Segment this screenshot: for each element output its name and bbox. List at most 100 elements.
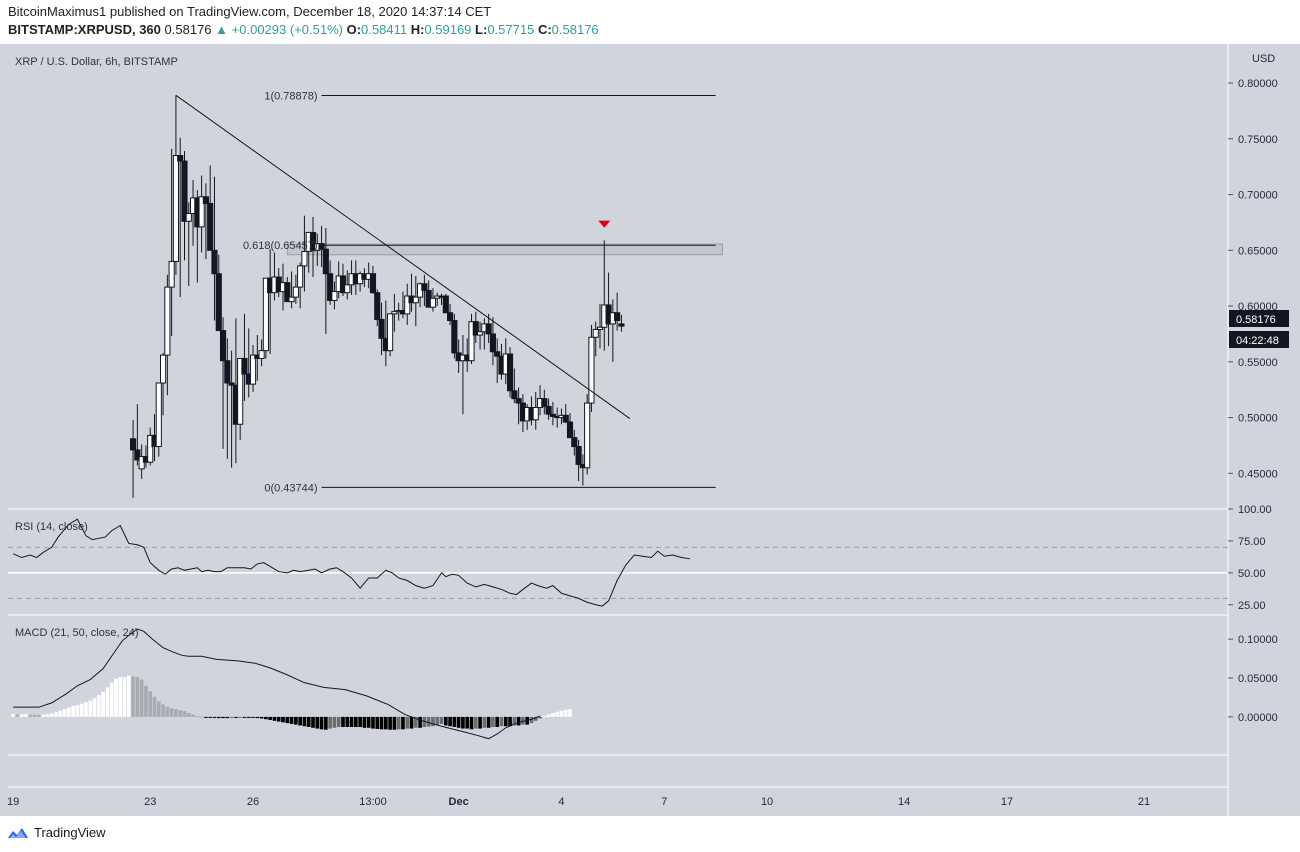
candle[interactable] [404,283,411,326]
rsi-axis[interactable]: 100.00 75.00 50.00 25.00 [1228,504,1272,612]
macd-histogram-bar [461,716,465,729]
candle[interactable] [219,317,227,449]
candle[interactable] [584,394,591,475]
candle[interactable] [468,313,475,365]
candle[interactable] [369,265,377,294]
time-axis[interactable]: 19 23 26 13:00 Dec 4 7 10 14 17 21 [7,796,1150,808]
candle[interactable] [344,270,351,300]
candle[interactable] [130,419,137,498]
candle[interactable] [241,313,248,401]
macd-line[interactable] [13,628,541,740]
candle[interactable] [391,293,398,332]
candle[interactable] [181,151,188,261]
candle[interactable] [134,404,141,466]
candle[interactable] [292,274,299,304]
publisher-name[interactable]: BitcoinMaximus1 [8,4,107,19]
macd-histogram-bar [195,716,200,718]
candle[interactable] [588,325,595,412]
price-axis[interactable]: 0.800000.750000.700000.650000.600000.550… [1228,78,1278,480]
candle[interactable] [147,427,154,466]
rsi-line[interactable] [12,518,691,607]
candle[interactable] [262,277,269,359]
candle[interactable] [494,338,501,383]
macd-histogram-bar [204,716,208,718]
candle[interactable] [301,215,308,292]
candle[interactable] [571,429,578,456]
candle[interactable] [339,263,347,297]
candle[interactable] [489,317,496,366]
candle[interactable] [618,314,625,332]
candle[interactable] [258,339,265,367]
candle[interactable] [511,368,518,404]
candle[interactable] [155,382,162,457]
candle[interactable] [447,303,454,326]
candle[interactable] [472,311,479,343]
candle[interactable] [476,321,484,350]
candle[interactable] [532,391,539,430]
macd-histogram-bar [546,714,551,717]
resistance-zone[interactable] [286,243,724,256]
candle[interactable] [138,444,145,479]
candle[interactable] [318,225,325,268]
candle[interactable] [160,352,167,416]
candle[interactable] [378,302,385,356]
macd-histogram-bar [306,716,311,727]
candle[interactable] [172,95,179,275]
macd-pane[interactable]: MACD (21, 50, close, 24) 0.100000.050000… [11,627,1278,740]
candle-body [198,196,205,228]
candle[interactable] [562,404,569,424]
candle[interactable] [374,289,381,327]
candle[interactable] [249,345,257,392]
candle-body [202,196,209,204]
rsi-pane[interactable]: RSI (14, close) 100.00 75.00 50.00 25.00 [8,504,1272,612]
macd-histogram-bar [422,716,427,727]
candle[interactable] [541,389,548,415]
candle[interactable] [429,288,437,312]
candle[interactable] [327,260,334,305]
macd-histogram-bar [495,716,500,727]
candle[interactable] [506,347,514,398]
close-value: 0.58176 [551,22,599,37]
symbol-name[interactable]: BITSTAMP:XRPUSD, 360 [8,22,161,37]
candle[interactable] [309,216,317,278]
candle[interactable] [211,176,218,321]
price-pane[interactable]: XRP / U.S. Dollar, 6h, BITSTAMP USD 0.80… [15,53,1289,498]
candle[interactable] [331,281,338,310]
candle[interactable] [168,148,175,337]
macd-axis[interactable]: 0.10000 0.05000 0.00000 [1228,634,1278,724]
candle[interactable] [614,292,621,331]
candle[interactable] [177,137,184,298]
descending-trendline[interactable] [175,94,631,420]
macd-histogram-bar [182,711,187,717]
candle[interactable] [412,275,419,327]
candle[interactable] [592,321,599,357]
candle[interactable] [387,313,394,357]
candle[interactable] [198,175,205,253]
candle[interactable] [442,293,449,314]
candle[interactable] [297,262,304,309]
candle[interactable] [485,313,492,343]
candle[interactable] [566,413,574,439]
candle[interactable] [596,303,604,349]
macd-histogram-bar [251,716,255,718]
candle[interactable] [515,387,522,425]
candle[interactable] [545,398,552,420]
candle[interactable] [451,313,458,359]
candle[interactable] [202,183,209,260]
candle[interactable] [575,439,582,482]
candle[interactable] [164,274,171,396]
candle[interactable] [185,202,192,286]
candle[interactable] [284,277,291,303]
candle[interactable] [288,271,295,309]
candle[interactable] [549,401,556,426]
fib-level-label: 1(0.78878) [264,91,317,103]
candle[interactable] [224,338,231,459]
candle[interactable] [237,357,244,440]
chart-canvas[interactable]: XRP / U.S. Dollar, 6h, BITSTAMP USD 0.80… [0,44,1300,816]
candle[interactable] [421,274,428,307]
candle[interactable] [215,254,222,332]
candle[interactable] [228,350,235,468]
fib-levels[interactable]: 1(0.78878) 0.618(0.65457) 0(0.43744) [243,91,716,495]
tradingview-logo[interactable]: TradingView [6,825,106,840]
candle[interactable] [207,165,214,251]
